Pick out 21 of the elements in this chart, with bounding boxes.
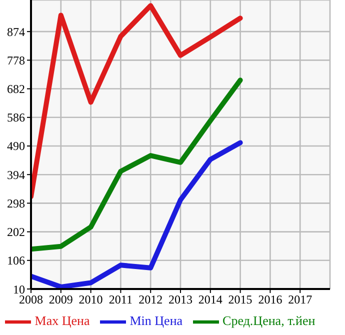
y-tick-label: 874 (7, 24, 25, 39)
y-tick-label: 682 (7, 82, 25, 96)
legend-label: Max Цена (34, 312, 90, 328)
x-tick-label: 2009 (48, 292, 73, 307)
x-tick-label: 2016 (258, 292, 282, 307)
x-tick-label: 2017 (288, 292, 312, 307)
x-tick-label: 2011 (108, 292, 132, 307)
y-tick-label: 106 (7, 254, 25, 268)
y-tick-label: 298 (7, 196, 25, 210)
x-tick-label: 2012 (138, 292, 163, 307)
x-tick-label: 2015 (228, 292, 252, 307)
legend-label: Min Цена (130, 312, 183, 328)
x-tick-label: 2014 (198, 292, 222, 307)
y-tick-label: 778 (7, 53, 25, 68)
legend-label: Сред.Цена, т.йен (222, 312, 316, 328)
y-tick-label: 490 (7, 139, 25, 154)
y-tick-label: 394 (7, 168, 25, 182)
y-tick-label: 586 (7, 110, 25, 125)
x-tick-label: 2010 (78, 292, 103, 307)
y-tick-label: 202 (7, 225, 25, 240)
x-tick-label: 2013 (168, 292, 192, 307)
